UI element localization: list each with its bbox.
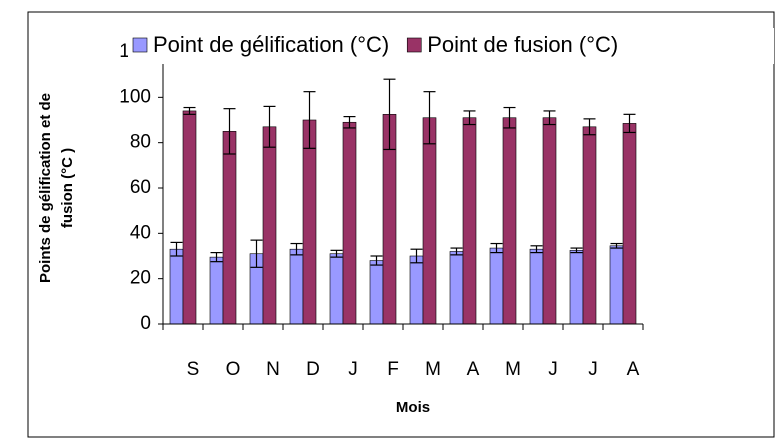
- error-bar: [530, 245, 543, 254]
- x-tick-label: J: [548, 359, 558, 380]
- error-bar: [210, 252, 223, 263]
- legend-label: Point de gélification (°C): [153, 32, 389, 57]
- error-bar: [250, 239, 263, 268]
- legend-swatch: [406, 37, 422, 53]
- x-axis-title: Mois: [396, 399, 430, 416]
- y-axis-title: fusion (°C ): [59, 148, 76, 228]
- error-bar: [450, 247, 463, 256]
- y-axis-title: Points de gélification et de: [37, 93, 54, 283]
- x-tick-label: M: [505, 359, 521, 380]
- error-bar: [490, 242, 503, 254]
- error-bar: [370, 255, 383, 266]
- x-tick-label: J: [348, 359, 358, 380]
- error-bar: [503, 106, 516, 129]
- x-tick-label: O: [226, 359, 241, 380]
- error-bar: [290, 242, 303, 256]
- y-tick-label: 80: [130, 132, 151, 153]
- error-bar: [410, 248, 423, 264]
- bar: [529, 248, 544, 325]
- bar: [169, 248, 184, 325]
- legend-label: Point de fusion (°C): [427, 32, 618, 57]
- bar: [542, 117, 557, 325]
- bar: [489, 247, 504, 325]
- bar: [329, 253, 344, 325]
- error-bar: [423, 91, 436, 145]
- bar: [582, 126, 597, 325]
- bar: [462, 117, 477, 325]
- x-tick-label: M: [425, 359, 441, 380]
- bar: [422, 117, 437, 325]
- error-bar: [610, 242, 623, 249]
- bar: [182, 110, 197, 325]
- error-bar: [303, 91, 316, 149]
- y-tick-label: 20: [130, 268, 151, 289]
- bar: [569, 250, 584, 325]
- bar: [409, 255, 424, 325]
- x-tick-label: N: [266, 359, 280, 380]
- error-bar: [583, 118, 596, 136]
- error-bar: [330, 249, 343, 258]
- bar: [262, 126, 277, 325]
- error-bar: [623, 113, 636, 134]
- bar: [369, 260, 384, 325]
- x-tick-label: A: [627, 359, 640, 380]
- bar: [502, 117, 517, 325]
- bar: [222, 131, 237, 325]
- bar: [449, 251, 464, 325]
- x-tick-label: F: [387, 359, 399, 380]
- error-bar: [263, 105, 276, 148]
- bar: [209, 256, 224, 325]
- legend-swatch: [132, 37, 148, 53]
- x-tick-label: S: [187, 359, 200, 380]
- x-tick-label: A: [467, 359, 480, 380]
- error-bar: [343, 115, 356, 129]
- error-bar: [170, 241, 183, 257]
- error-bar: [383, 78, 396, 151]
- bar: [609, 245, 624, 325]
- x-tick-label: D: [306, 359, 320, 380]
- y-tick-label: 40: [130, 222, 151, 243]
- y-tick-label: 60: [130, 177, 151, 198]
- chart-frame: [27, 11, 775, 438]
- legend-background: [128, 28, 774, 64]
- error-bar: [463, 110, 476, 126]
- bar: [302, 119, 317, 325]
- error-bar: [223, 108, 236, 155]
- y-tick-label: 100: [119, 86, 151, 107]
- bar: [622, 123, 637, 325]
- error-bar: [183, 106, 196, 115]
- x-tick-label: J: [588, 359, 598, 380]
- bar: [289, 248, 304, 325]
- y-tick-label: 0: [140, 313, 151, 334]
- error-bar: [543, 110, 556, 126]
- bar: [342, 121, 357, 325]
- error-bar: [570, 247, 583, 254]
